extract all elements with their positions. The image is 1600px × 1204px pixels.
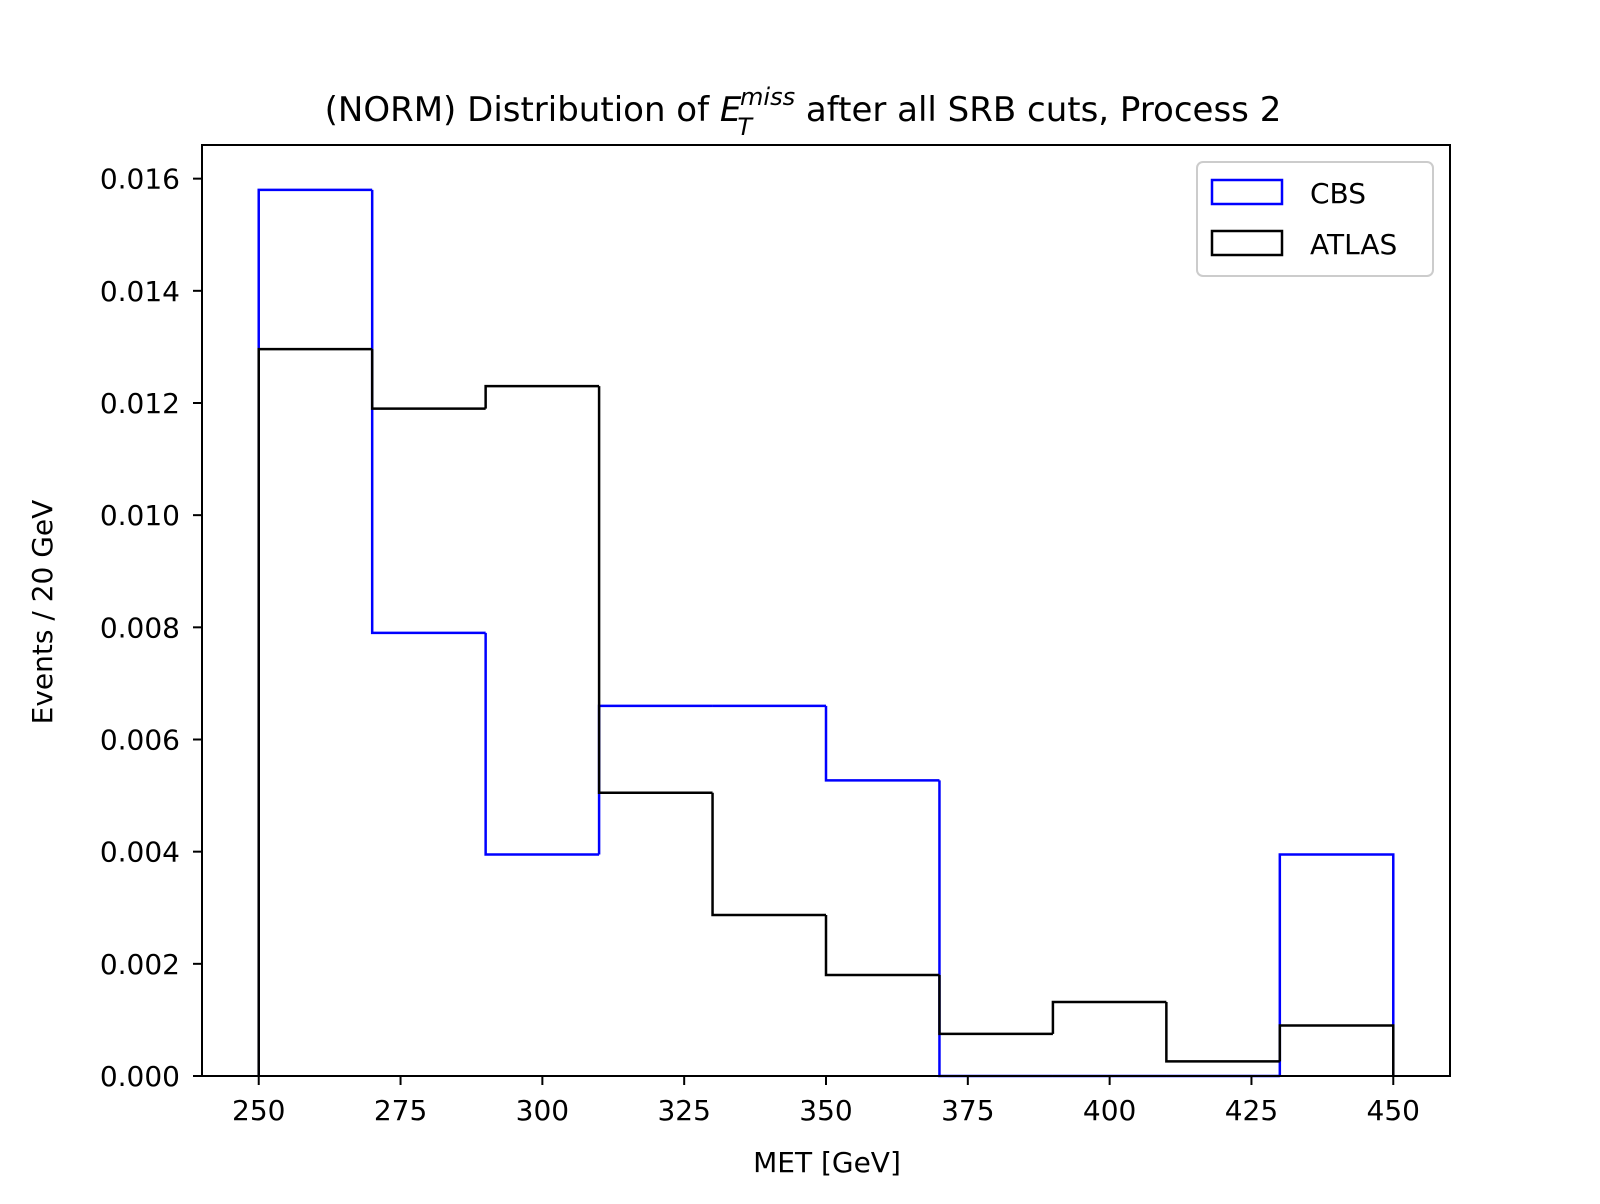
x-tick-label-0: 250 <box>232 1094 285 1127</box>
x-tick-label-7: 425 <box>1225 1094 1278 1127</box>
x-axis-label: MET [GeV] <box>753 1146 901 1179</box>
chart-title-symbol: E <box>720 90 742 130</box>
x-tick-label-6: 400 <box>1083 1094 1136 1127</box>
chart-title: (NORM) Distribution of ETmiss after all … <box>325 83 1282 141</box>
x-tick-label-3: 325 <box>657 1094 710 1127</box>
x-tick-label-2: 300 <box>516 1094 569 1127</box>
y-tick-label-6: 0.012 <box>100 387 180 420</box>
histogram-bin-atlas-5 <box>824 915 940 977</box>
histogram-bin-atlas-4 <box>711 792 826 917</box>
histogram-bin-cbs-5 <box>824 705 940 782</box>
chart-title-symbol-sup: miss <box>740 83 795 111</box>
legend-frame <box>1196 161 1434 277</box>
x-tick-label-1: 275 <box>374 1094 427 1127</box>
histogram-bin-atlas-3 <box>597 386 713 795</box>
legend-label-atlas: ATLAS <box>1310 228 1397 261</box>
histogram-bin-cbs-9 <box>1278 853 1395 1076</box>
chart-title-symbol-sub: T <box>737 113 754 141</box>
histogram-bin-atlas-0 <box>257 347 373 1076</box>
x-tick-label-5: 375 <box>941 1094 994 1127</box>
axes: 250 275 300 325 350 375 400 425 450 0.000 0.002 0.0… <box>100 144 1451 1127</box>
y-tick-label-8: 0.016 <box>100 163 180 196</box>
y-tick-label-3: 0.006 <box>100 723 180 756</box>
histogram-bin-atlas-6 <box>938 975 1053 1036</box>
x-tick-label-4: 350 <box>799 1094 852 1127</box>
x-tick-label-8: 450 <box>1367 1094 1420 1127</box>
y-tick-label-2: 0.004 <box>100 836 180 869</box>
histogram-bin-cbs-1 <box>370 189 486 635</box>
chart-title-prefix: (NORM) Distribution of <box>325 90 720 130</box>
legend: CBS ATLAS <box>1196 161 1434 277</box>
histogram-bin-atlas-8 <box>1165 1001 1280 1063</box>
y-tick-label-4: 0.008 <box>100 611 180 644</box>
histogram-bin-atlas-2 <box>484 384 600 409</box>
y-tick-label-1: 0.002 <box>100 948 180 981</box>
histogram-bin-atlas-7 <box>1051 1000 1167 1034</box>
histogram-bin-atlas-9 <box>1278 1024 1395 1076</box>
y-tick-label-5: 0.010 <box>100 499 180 532</box>
legend-swatch-cbs <box>1210 178 1284 206</box>
legend-swatch-atlas <box>1210 229 1284 257</box>
chart-title-suffix: after all SRB cuts, Process 2 <box>795 90 1281 130</box>
y-tick-label-7: 0.014 <box>100 275 180 308</box>
series-atlas <box>257 347 1395 1076</box>
legend-label-cbs: CBS <box>1310 177 1366 210</box>
y-tick-label-0: 0.000 <box>100 1060 180 1093</box>
histogram-bin-atlas-1 <box>370 349 486 410</box>
histogram-bin-cbs-2 <box>484 632 600 856</box>
y-axis-label: Events / 20 GeV <box>26 500 59 725</box>
